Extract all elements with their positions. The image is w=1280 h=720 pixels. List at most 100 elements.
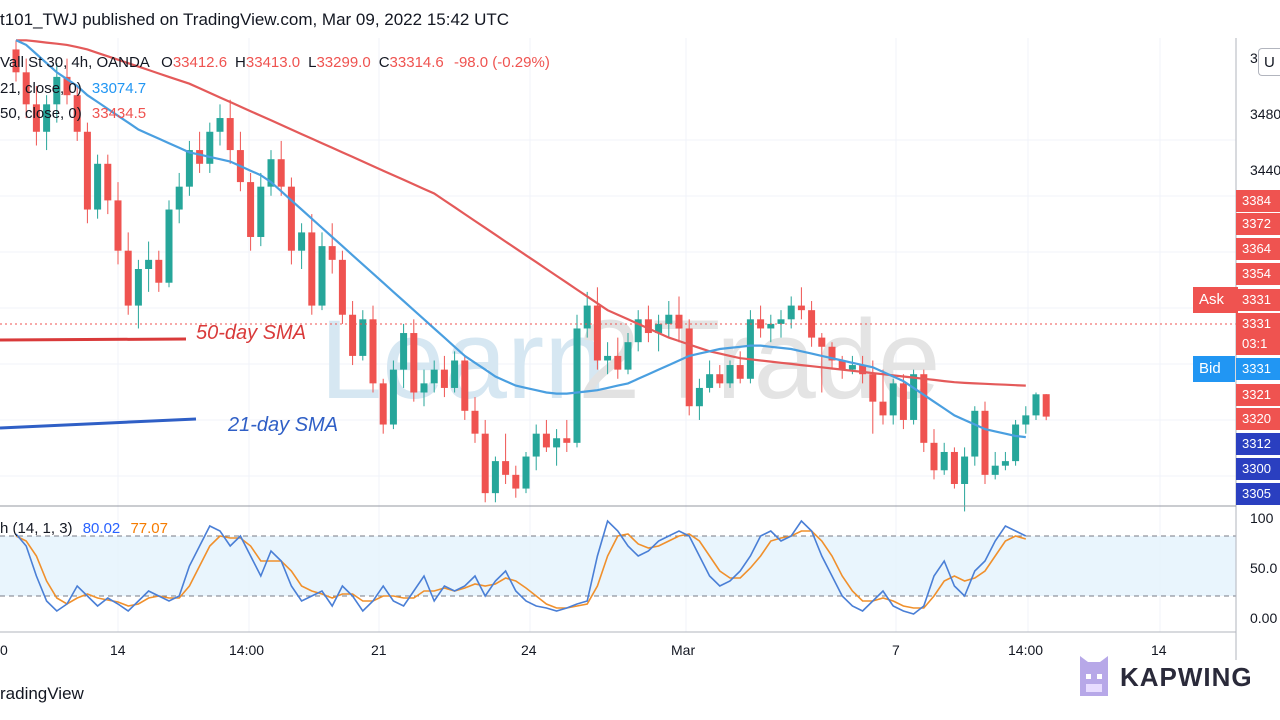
candle-body bbox=[471, 410, 479, 434]
time-label: 14 bbox=[110, 642, 126, 658]
candle-body bbox=[22, 72, 30, 105]
candle-body bbox=[818, 337, 826, 347]
candle-body bbox=[971, 410, 979, 457]
candle-body bbox=[185, 150, 193, 187]
price-tag: 3331 bbox=[1236, 289, 1280, 311]
candle-body bbox=[981, 410, 989, 475]
candle-body bbox=[553, 438, 561, 448]
price-tag: 3312 bbox=[1236, 433, 1280, 455]
candle-body bbox=[583, 305, 591, 329]
candle-body bbox=[430, 369, 438, 384]
candle-body bbox=[685, 328, 693, 407]
candle-body bbox=[94, 163, 102, 210]
price-tag: 3300 bbox=[1236, 458, 1280, 480]
sma21-legend-label: 21, close, 0) bbox=[0, 80, 82, 97]
candle-body bbox=[104, 163, 112, 201]
candle-body bbox=[226, 118, 234, 151]
price-label-top: 3 bbox=[1250, 50, 1258, 66]
price-tag: 3321 bbox=[1236, 384, 1280, 406]
candle-body bbox=[961, 456, 969, 484]
ohlc-value: 33413.0 bbox=[245, 54, 301, 71]
candle-body bbox=[634, 319, 642, 343]
candle-body bbox=[451, 360, 459, 388]
candle-body bbox=[114, 200, 122, 251]
candle-body bbox=[532, 433, 540, 457]
candle-body bbox=[838, 360, 846, 370]
price-label-3480: 3480 bbox=[1250, 106, 1280, 122]
time-label: 21 bbox=[371, 642, 387, 658]
candle-body bbox=[512, 474, 520, 489]
candle-body bbox=[899, 383, 907, 420]
candle-body bbox=[777, 319, 785, 324]
price-tag: 3364 bbox=[1236, 238, 1280, 260]
candle-body bbox=[563, 438, 571, 443]
publish-header: t101_TWJ published on TradingView.com, M… bbox=[0, 10, 510, 29]
candle-body bbox=[145, 259, 153, 269]
candle-body bbox=[746, 319, 754, 379]
candle-body bbox=[950, 451, 958, 484]
ohlc-values: O33412.6 H33413.0 L33299.0 C33314.6 bbox=[153, 54, 444, 71]
time-label: 24 bbox=[521, 642, 537, 658]
candle-body bbox=[481, 433, 489, 494]
candle-body bbox=[349, 314, 357, 356]
price-change: -98.0 (-0.29%) bbox=[453, 54, 550, 71]
price-label-3440: 3440 bbox=[1250, 162, 1280, 178]
ohlc-value: 33299.0 bbox=[316, 54, 371, 71]
candle-body bbox=[196, 150, 204, 164]
ohlc-key: L bbox=[308, 54, 317, 71]
candle-body bbox=[32, 104, 40, 132]
stoch-label-100: 100 bbox=[1250, 510, 1274, 526]
time-label: 7 bbox=[892, 642, 900, 658]
candle-body bbox=[216, 118, 224, 132]
stoch-d-value: 77.07 bbox=[130, 520, 168, 537]
sma50-legend-label: 50, close, 0) bbox=[0, 105, 82, 122]
candle-body bbox=[675, 314, 683, 329]
candle-body bbox=[298, 232, 306, 251]
sma21-pointer-line bbox=[0, 417, 197, 430]
sma21-legend-value: 33074.7 bbox=[91, 80, 147, 97]
candle-body bbox=[491, 461, 499, 494]
candles bbox=[12, 40, 1050, 512]
candle-body bbox=[706, 374, 714, 388]
candle-body bbox=[73, 95, 81, 132]
bid-tag: Bid bbox=[1193, 356, 1235, 382]
candle-body bbox=[614, 355, 622, 370]
candle-body bbox=[940, 451, 948, 471]
candle-body bbox=[287, 186, 295, 251]
candle-body bbox=[400, 333, 408, 370]
candle-body bbox=[797, 305, 805, 311]
time-label: 14 bbox=[1151, 642, 1167, 658]
candle-body bbox=[165, 209, 173, 283]
stoch-legend: h (14, 1, 3) 80.02 77.07 bbox=[0, 520, 168, 537]
stoch-k-value: 80.02 bbox=[82, 520, 121, 537]
candle-body bbox=[308, 232, 316, 306]
candle-body bbox=[910, 374, 918, 420]
sma50-pointer-line bbox=[0, 337, 187, 342]
ohlc-key: C bbox=[378, 54, 390, 71]
candle-body bbox=[410, 333, 418, 393]
stoch-label-0: 0.00 bbox=[1250, 610, 1278, 626]
candle-body bbox=[889, 383, 897, 416]
candle-body bbox=[389, 369, 397, 425]
candle-body bbox=[328, 246, 336, 260]
ohlc-value: 33314.6 bbox=[389, 54, 444, 71]
candle-body bbox=[502, 461, 510, 475]
candle-body bbox=[991, 465, 999, 475]
ohlc-value: 33412.6 bbox=[172, 54, 228, 71]
candle-body bbox=[12, 49, 20, 73]
ohlc-key: O bbox=[161, 54, 173, 71]
candle-body bbox=[1042, 394, 1050, 417]
price-tag: 3320 bbox=[1236, 408, 1280, 430]
candle-body bbox=[604, 355, 612, 361]
candle-body bbox=[869, 374, 877, 402]
stoch-k-line bbox=[15, 519, 1027, 615]
kapwing-label: KAPWING bbox=[1120, 661, 1253, 692]
candle-body bbox=[695, 387, 703, 407]
stoch-band bbox=[0, 535, 1236, 597]
candle-body bbox=[134, 269, 142, 306]
candle-body bbox=[53, 76, 61, 105]
candle-body bbox=[767, 323, 775, 329]
kapwing-watermark: KAPWING bbox=[1076, 652, 1253, 702]
units-button[interactable]: U bbox=[1258, 48, 1280, 76]
time-label: 14:00 bbox=[1008, 642, 1044, 658]
